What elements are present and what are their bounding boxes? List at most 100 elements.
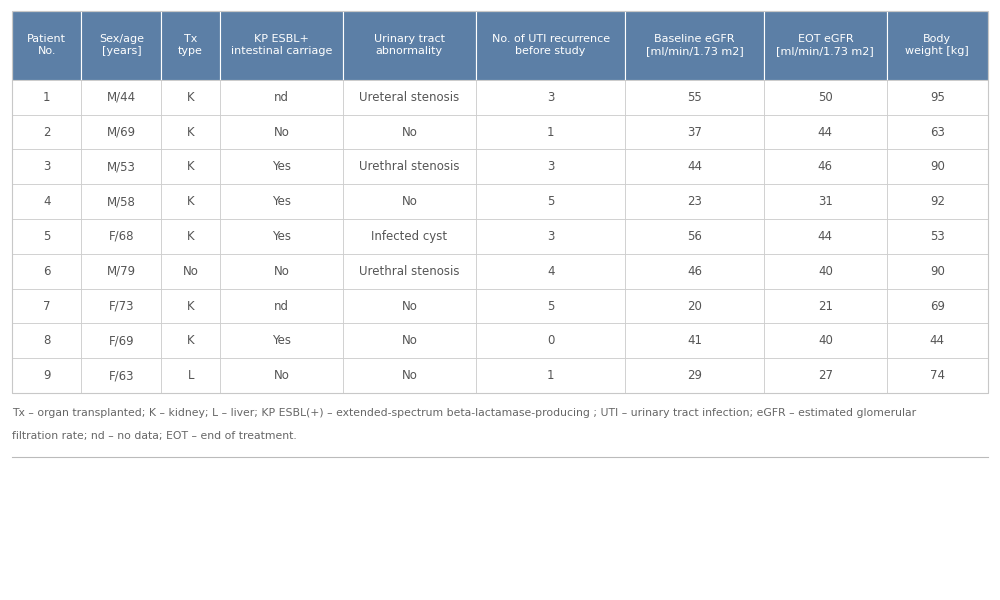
- Bar: [764, 115, 887, 149]
- Bar: [764, 149, 887, 184]
- Text: No. of UTI recurrence
before study: No. of UTI recurrence before study: [492, 34, 610, 56]
- Bar: [12, 80, 81, 115]
- Text: No: No: [273, 125, 289, 139]
- Text: Ureteral stenosis: Ureteral stenosis: [359, 91, 459, 104]
- Bar: [12, 115, 81, 149]
- Text: F/63: F/63: [109, 369, 134, 382]
- Bar: [476, 219, 625, 254]
- Bar: [161, 11, 220, 80]
- Bar: [887, 80, 988, 115]
- Bar: [625, 149, 764, 184]
- Bar: [625, 219, 764, 254]
- Text: 69: 69: [930, 299, 945, 313]
- Bar: [12, 289, 81, 323]
- Text: 31: 31: [818, 195, 833, 208]
- Text: 0: 0: [547, 334, 554, 347]
- Bar: [81, 254, 161, 289]
- Bar: [343, 323, 476, 358]
- Bar: [887, 323, 988, 358]
- Bar: [343, 358, 476, 393]
- Bar: [220, 254, 343, 289]
- Text: 37: 37: [687, 125, 702, 139]
- Text: 7: 7: [43, 299, 50, 313]
- Bar: [343, 149, 476, 184]
- Text: L: L: [187, 369, 194, 382]
- Bar: [343, 115, 476, 149]
- Text: 56: 56: [687, 230, 702, 243]
- Bar: [161, 289, 220, 323]
- Text: 46: 46: [687, 265, 702, 278]
- Text: Sex/age
[years]: Sex/age [years]: [99, 34, 144, 56]
- Text: Yes: Yes: [272, 230, 291, 243]
- Text: 4: 4: [547, 265, 554, 278]
- Bar: [887, 184, 988, 219]
- Bar: [625, 115, 764, 149]
- Text: No: No: [401, 334, 417, 347]
- Text: 2: 2: [43, 125, 50, 139]
- Bar: [220, 289, 343, 323]
- Bar: [12, 149, 81, 184]
- Text: 53: 53: [930, 230, 945, 243]
- Bar: [625, 323, 764, 358]
- Text: 8: 8: [43, 334, 50, 347]
- Bar: [81, 358, 161, 393]
- Text: F/68: F/68: [109, 230, 134, 243]
- Text: No: No: [401, 195, 417, 208]
- Text: 90: 90: [930, 160, 945, 173]
- Text: KP ESBL+
intestinal carriage: KP ESBL+ intestinal carriage: [231, 34, 332, 56]
- Bar: [220, 219, 343, 254]
- Bar: [764, 358, 887, 393]
- Bar: [343, 184, 476, 219]
- Bar: [161, 219, 220, 254]
- Text: No: No: [273, 265, 289, 278]
- Text: Body
weight [kg]: Body weight [kg]: [905, 34, 969, 56]
- Bar: [625, 289, 764, 323]
- Bar: [81, 149, 161, 184]
- Bar: [161, 80, 220, 115]
- Bar: [12, 184, 81, 219]
- Text: 5: 5: [547, 299, 554, 313]
- Text: K: K: [187, 160, 194, 173]
- Text: F/69: F/69: [109, 334, 134, 347]
- Text: 44: 44: [930, 334, 945, 347]
- Bar: [887, 115, 988, 149]
- Bar: [343, 11, 476, 80]
- Bar: [887, 149, 988, 184]
- Bar: [764, 184, 887, 219]
- Bar: [476, 358, 625, 393]
- Text: 5: 5: [547, 195, 554, 208]
- Text: F/73: F/73: [109, 299, 134, 313]
- Bar: [81, 11, 161, 80]
- Bar: [764, 254, 887, 289]
- Text: Yes: Yes: [272, 195, 291, 208]
- Text: Urethral stenosis: Urethral stenosis: [359, 160, 460, 173]
- Text: EOT eGFR
[ml/min/1.73 m2]: EOT eGFR [ml/min/1.73 m2]: [776, 34, 874, 56]
- Text: 41: 41: [687, 334, 702, 347]
- Bar: [12, 11, 988, 393]
- Bar: [220, 80, 343, 115]
- Text: 21: 21: [818, 299, 833, 313]
- Bar: [12, 323, 81, 358]
- Bar: [220, 11, 343, 80]
- Bar: [476, 80, 625, 115]
- Bar: [343, 80, 476, 115]
- Text: No: No: [183, 265, 199, 278]
- Bar: [343, 289, 476, 323]
- Text: 44: 44: [687, 160, 702, 173]
- Text: K: K: [187, 334, 194, 347]
- Bar: [476, 323, 625, 358]
- Text: filtration rate; nd – no data; EOT – end of treatment.: filtration rate; nd – no data; EOT – end…: [12, 431, 297, 441]
- Text: 3: 3: [43, 160, 50, 173]
- Bar: [81, 219, 161, 254]
- Text: K: K: [187, 299, 194, 313]
- Text: 1: 1: [547, 369, 554, 382]
- Bar: [161, 115, 220, 149]
- Text: No: No: [401, 125, 417, 139]
- Bar: [476, 11, 625, 80]
- Text: Yes: Yes: [272, 160, 291, 173]
- Bar: [81, 289, 161, 323]
- Bar: [220, 184, 343, 219]
- Bar: [12, 254, 81, 289]
- Text: K: K: [187, 195, 194, 208]
- Text: Infected cyst: Infected cyst: [371, 230, 447, 243]
